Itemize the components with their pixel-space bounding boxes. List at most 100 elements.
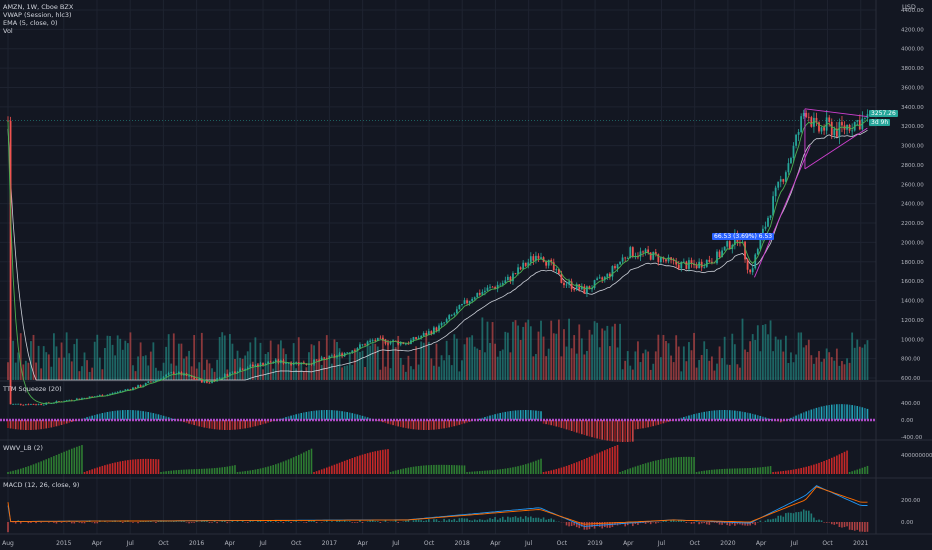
volume-bar [802, 347, 805, 380]
wwv-bar [652, 461, 655, 474]
volume-bar [91, 367, 94, 380]
squeeze-bar [721, 410, 723, 420]
volume-bar [672, 362, 675, 380]
wwv-bar [257, 469, 259, 474]
trendlines[interactable] [0, 108, 876, 278]
macd-hist [675, 521, 677, 522]
squeeze-bar [249, 420, 252, 428]
wwv-bar [448, 464, 451, 474]
wwv-bar [726, 468, 728, 474]
candle-body [379, 337, 382, 339]
wwv-bar [379, 450, 382, 474]
macd-hist [568, 522, 570, 527]
candle-body [27, 404, 30, 406]
x-tick-label: 2019 [587, 540, 602, 547]
squeeze-bar [647, 420, 649, 428]
wwv-bar [762, 467, 764, 474]
main-legend[interactable]: AMZN, 1W, Cboe BZX VWAP (Session, hlc3) … [3, 3, 73, 35]
wwv-bar [785, 470, 787, 474]
squeeze-bar [583, 420, 586, 435]
volume-bar [297, 337, 300, 380]
volume-bar [710, 356, 713, 380]
wwv-bar [471, 471, 473, 474]
wwv-bar [369, 452, 371, 474]
symbol-line[interactable]: AMZN, 1W, Cboe BZX [3, 3, 74, 11]
macd-hist [864, 522, 866, 532]
candle-body [129, 389, 132, 391]
macd-hist [463, 518, 466, 522]
squeeze-bar [588, 420, 591, 437]
squeeze-bar [524, 410, 527, 420]
macd-hist [397, 522, 400, 523]
volume-bar [481, 317, 484, 380]
squeeze-bar [124, 410, 127, 420]
volume-bar [792, 362, 795, 380]
volume-bar [466, 337, 468, 380]
candle-body [486, 287, 489, 291]
candle-body [91, 396, 94, 398]
vwap-path [7, 128, 868, 381]
candle-body [818, 122, 820, 132]
volume-bar [30, 341, 32, 380]
volume-bar [527, 319, 530, 380]
squeeze-bar [688, 415, 690, 420]
squeeze-legend[interactable]: TTM Squeeze (20) [3, 385, 62, 393]
volume-bar [667, 343, 670, 380]
wwv-bar [229, 466, 231, 474]
x-tick-label: Apr [225, 540, 236, 547]
squeeze-bar [114, 410, 116, 420]
volume-bar [139, 342, 142, 380]
macd-hist [744, 522, 746, 526]
volume-bar [106, 335, 109, 380]
squeeze-bar [466, 420, 468, 423]
candle-body [37, 403, 40, 405]
macd-legend[interactable]: MACD (12, 26, close, 9) [3, 481, 80, 489]
squeeze-bar [805, 411, 808, 420]
macd-hist [813, 517, 815, 522]
vol-legend[interactable]: Vol [3, 27, 13, 35]
ema-legend[interactable]: EMA (5, close, 0) [3, 19, 58, 27]
measure-tag[interactable]: 66.53 (3.69%) 6.53 [712, 233, 775, 240]
squeeze-bar [144, 411, 147, 420]
volume-bar [392, 339, 395, 380]
candle-body [195, 378, 198, 380]
wwv-bar [315, 471, 318, 474]
squeeze-bar [109, 411, 111, 420]
volume-bar [45, 352, 48, 380]
candle-body [596, 278, 599, 281]
wwv-legend[interactable]: WWV_LB (2) [3, 444, 43, 452]
wwv-bar [568, 465, 570, 474]
macd-hist [417, 519, 420, 522]
volume-bar [772, 351, 775, 380]
x-tick-label: Jul [391, 540, 400, 547]
candle-body [631, 247, 634, 257]
squeeze-bar [800, 413, 802, 420]
macd-hist [626, 522, 629, 526]
volume-bar [19, 333, 22, 380]
macd-hist [53, 522, 55, 523]
wwv-bar [216, 467, 218, 474]
macd-hist [48, 522, 50, 523]
macd-hist [433, 519, 435, 522]
squeeze-bar [155, 413, 157, 420]
wwv-bar [479, 471, 481, 474]
volume-bar [83, 352, 86, 380]
macd-hist [581, 522, 583, 527]
wwv-bar [76, 446, 78, 474]
wwv-bar [295, 456, 297, 474]
price-candles [7, 109, 869, 406]
macd-hist [698, 522, 700, 525]
wwv-bar [223, 466, 226, 474]
wwv-bar [711, 469, 713, 474]
wwv-bar [581, 460, 583, 474]
wwv-bar [856, 469, 859, 474]
vwap-legend[interactable]: VWAP (Session, hlc3) [3, 11, 72, 19]
squeeze-bar [509, 411, 512, 420]
squeeze-bar [405, 420, 407, 429]
wwv-bar [609, 448, 611, 474]
candle-body [851, 130, 854, 132]
squeeze-bar [70, 420, 73, 422]
volume-bar [121, 349, 124, 380]
macd-pane [7, 485, 869, 533]
